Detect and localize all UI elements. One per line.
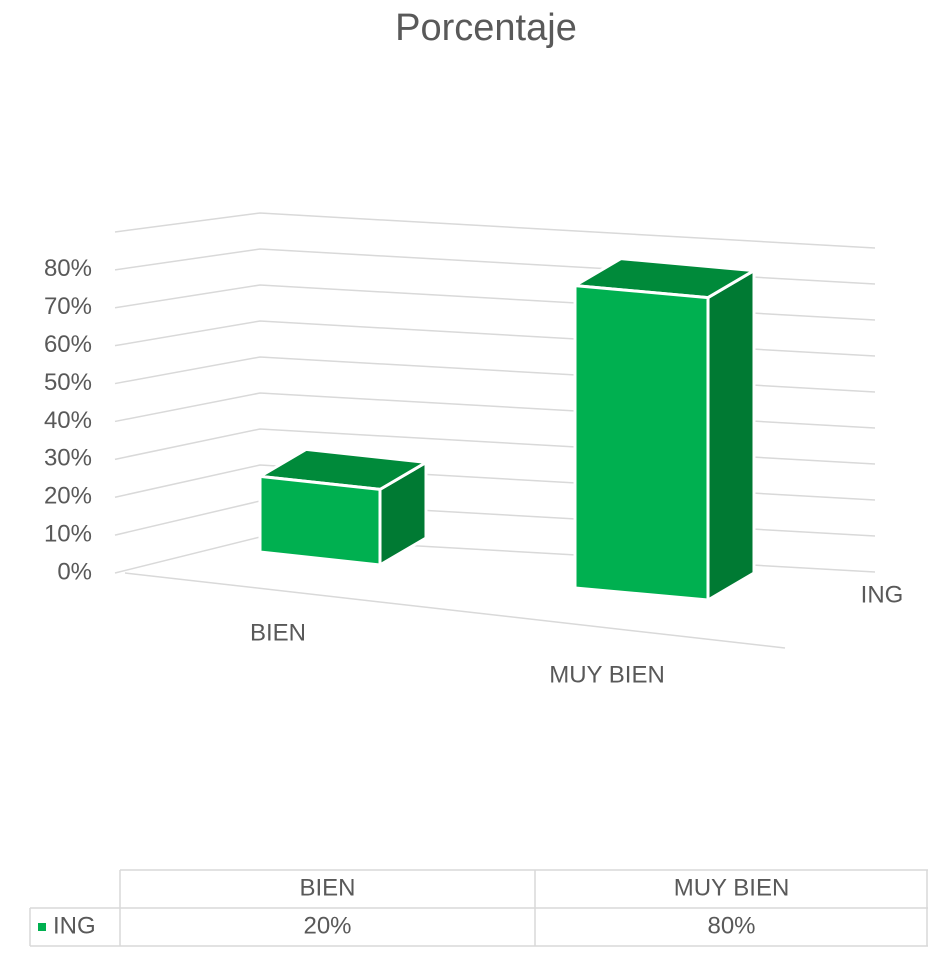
grid-line bbox=[115, 249, 875, 284]
y-tick-label: 70% bbox=[44, 293, 92, 320]
grid-line bbox=[115, 285, 875, 320]
legend-key bbox=[38, 923, 46, 931]
legend-label: ING bbox=[53, 912, 96, 939]
table-value: 20% bbox=[303, 912, 351, 939]
grid-line bbox=[115, 429, 875, 464]
grid-line bbox=[115, 357, 875, 392]
bar-front bbox=[575, 286, 708, 600]
bar-front bbox=[260, 476, 380, 565]
x-tick-label: MUY BIEN bbox=[549, 661, 665, 688]
table-header: BIEN bbox=[299, 874, 355, 901]
y-tick-label: 30% bbox=[44, 445, 92, 472]
grid-line bbox=[115, 213, 875, 248]
chart-title: Porcentaje bbox=[395, 7, 577, 49]
grid-line bbox=[115, 321, 875, 356]
y-tick-label: 40% bbox=[44, 407, 92, 434]
y-tick-label: 60% bbox=[44, 331, 92, 358]
x-tick-label: BIEN bbox=[250, 619, 306, 646]
y-tick-label: 50% bbox=[44, 369, 92, 396]
table-value: 80% bbox=[707, 912, 755, 939]
y-tick-label: 0% bbox=[57, 558, 92, 585]
grid-line bbox=[115, 393, 875, 428]
grid-line bbox=[115, 537, 875, 573]
bar bbox=[575, 259, 754, 600]
chart: Porcentaje 0% 10% 20% 30% 40% 50% 60% 70% 80% ING… bbox=[0, 0, 928, 949]
bar bbox=[260, 449, 426, 565]
y-tick-label: 10% bbox=[44, 520, 92, 547]
bar-side bbox=[708, 271, 754, 600]
table-header: MUY BIEN bbox=[674, 874, 790, 901]
series-axis-label: ING bbox=[861, 581, 904, 608]
y-tick-label: 80% bbox=[44, 255, 92, 282]
y-tick-label: 20% bbox=[44, 483, 92, 510]
grid-line bbox=[115, 465, 875, 500]
grid-line bbox=[115, 501, 875, 536]
